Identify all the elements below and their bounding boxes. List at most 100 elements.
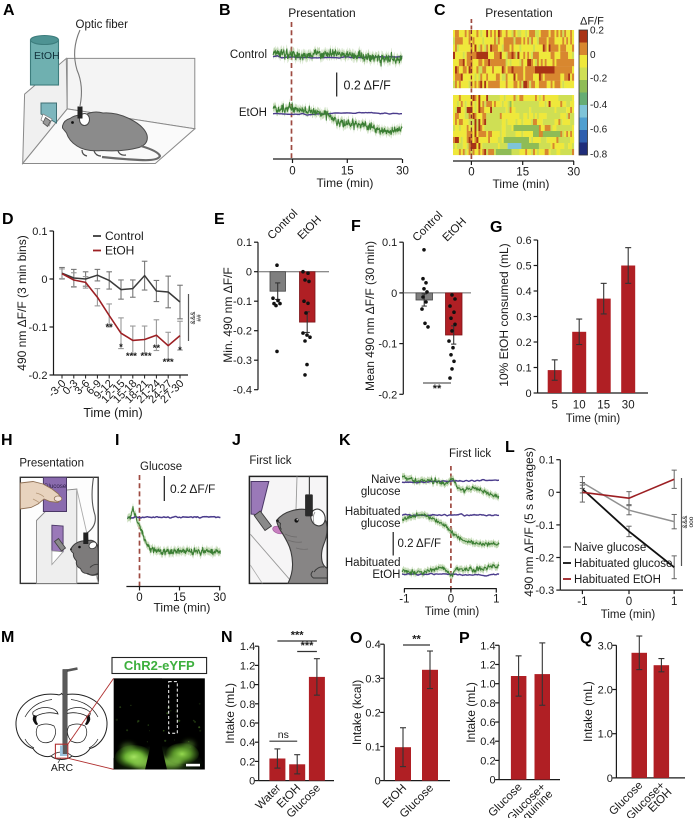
svg-text:O: O — [350, 630, 362, 647]
svg-text:D: D — [2, 211, 14, 228]
svg-text:Naive glucose: Naive glucose — [574, 542, 646, 554]
svg-text:-0.3: -0.3 — [233, 355, 252, 367]
svg-text:Mean 490 nm ΔF/F (30 min): Mean 490 nm ΔF/F (30 min) — [363, 241, 377, 391]
svg-text:B: B — [219, 2, 231, 19]
svg-text:0.4: 0.4 — [480, 736, 495, 748]
svg-text:0.1: 0.1 — [237, 237, 252, 249]
svg-text:0: 0 — [249, 776, 255, 788]
svg-text:&&&: &&& — [190, 311, 197, 325]
svg-text:EtOH: EtOH — [34, 50, 60, 62]
svg-text:30: 30 — [622, 400, 635, 412]
svg-text:0: 0 — [391, 288, 397, 300]
svg-text:glucose: glucose — [361, 486, 401, 498]
svg-text:0.3: 0.3 — [516, 312, 531, 324]
svg-text:0: 0 — [448, 594, 454, 606]
svg-text:Optic fiber: Optic fiber — [76, 19, 129, 31]
svg-text:15: 15 — [516, 167, 529, 179]
svg-text:0.2: 0.2 — [480, 755, 495, 767]
svg-text:Time (min): Time (min) — [425, 606, 480, 618]
svg-text:5: 5 — [551, 400, 557, 412]
svg-text:0.5: 0.5 — [516, 261, 531, 273]
svg-text:0.8: 0.8 — [240, 699, 255, 711]
svg-text:0.1: 0.1 — [382, 237, 397, 249]
svg-text:0: 0 — [489, 775, 495, 787]
svg-text:0.6: 0.6 — [480, 717, 495, 729]
svg-text:EtOH: EtOH — [105, 244, 134, 258]
svg-text:Presentation: Presentation — [288, 6, 355, 20]
svg-text:0: 0 — [375, 776, 381, 788]
svg-text:N: N — [221, 629, 233, 646]
svg-text:0: 0 — [246, 267, 252, 279]
svg-text:0.4: 0.4 — [516, 286, 531, 298]
svg-text:0: 0 — [289, 166, 295, 178]
svg-text:490 nm ΔF/F (5 s averages): 490 nm ΔF/F (5 s averages) — [522, 447, 536, 596]
svg-text:0.2: 0.2 — [365, 707, 380, 719]
svg-text:0.3: 0.3 — [365, 673, 380, 685]
svg-text:1.2: 1.2 — [480, 659, 495, 671]
svg-text:1.0: 1.0 — [480, 679, 495, 691]
svg-text:J: J — [232, 432, 241, 449]
svg-text:**: ** — [153, 343, 161, 354]
svg-text:C: C — [434, 2, 446, 19]
svg-text:ARC: ARC — [51, 762, 74, 774]
svg-text:Intake (mL): Intake (mL) — [581, 681, 595, 742]
svg-text:ns: ns — [278, 729, 289, 741]
svg-text:-0.2: -0.2 — [29, 370, 48, 382]
svg-text:0.4: 0.4 — [365, 639, 380, 651]
svg-text:30: 30 — [567, 167, 580, 179]
svg-text:Naive: Naive — [371, 474, 400, 486]
svg-text:I: I — [115, 432, 119, 449]
svg-text:Control: Control — [105, 229, 144, 243]
svg-text:0.6: 0.6 — [240, 718, 255, 730]
svg-text:Habituated glucose: Habituated glucose — [574, 558, 672, 570]
svg-text:F: F — [351, 218, 361, 235]
svg-text:0.4: 0.4 — [240, 737, 255, 749]
svg-text:Time (min): Time (min) — [493, 177, 550, 191]
svg-text:-0.4: -0.4 — [590, 100, 608, 111]
svg-text:0.2: 0.2 — [516, 337, 531, 349]
svg-text:P: P — [459, 630, 470, 647]
svg-text:0.2: 0.2 — [590, 25, 604, 36]
svg-text:&&&: &&& — [682, 515, 689, 529]
svg-text:0.1: 0.1 — [365, 742, 380, 754]
svg-text:0.2 ΔF/F: 0.2 ΔF/F — [398, 538, 441, 550]
svg-text:-0.1: -0.1 — [535, 520, 554, 532]
svg-text:0: 0 — [626, 596, 632, 608]
svg-text:0.6: 0.6 — [516, 235, 531, 247]
svg-text:Intake (kcal): Intake (kcal) — [350, 680, 364, 745]
svg-text:-0.2: -0.2 — [535, 553, 554, 565]
svg-text:0.2: 0.2 — [240, 756, 255, 768]
svg-text:ooo: ooo — [688, 516, 695, 527]
svg-text:0.1: 0.1 — [516, 363, 531, 375]
svg-text:***: *** — [291, 630, 305, 642]
svg-text:0: 0 — [590, 50, 596, 61]
svg-text:1.2: 1.2 — [240, 660, 255, 672]
svg-text:EtOH: EtOH — [239, 107, 267, 119]
svg-text:10: 10 — [573, 400, 586, 412]
svg-text:glucose: glucose — [361, 518, 401, 530]
svg-text:Time (min): Time (min) — [154, 601, 211, 615]
svg-text:Presentation: Presentation — [19, 458, 84, 470]
svg-text:ChR2-eYFP: ChR2-eYFP — [124, 658, 195, 673]
svg-text:Time (min): Time (min) — [83, 406, 142, 420]
svg-text:A: A — [3, 2, 15, 19]
svg-text:3.0: 3.0 — [598, 640, 613, 652]
svg-text:Intake (mL): Intake (mL) — [464, 682, 478, 743]
svg-text:##: ## — [196, 314, 203, 322]
svg-text:-0.1: -0.1 — [29, 322, 48, 334]
svg-text:1: 1 — [493, 594, 499, 606]
svg-text:Presentation: Presentation — [485, 6, 552, 20]
svg-text:**: ** — [105, 322, 113, 333]
svg-text:***: *** — [140, 351, 151, 362]
svg-text:0: 0 — [136, 592, 142, 604]
svg-text:-0.8: -0.8 — [590, 150, 608, 161]
svg-text:M: M — [1, 629, 14, 646]
svg-text:-0.6: -0.6 — [590, 124, 608, 135]
svg-text:15: 15 — [597, 400, 610, 412]
svg-text:-1: -1 — [577, 596, 587, 608]
svg-text:Time (min): Time (min) — [317, 176, 374, 190]
svg-text:1.0: 1.0 — [240, 680, 255, 692]
svg-text:First lick: First lick — [449, 448, 491, 460]
svg-text:***: *** — [126, 351, 137, 362]
svg-text:*: * — [178, 345, 182, 356]
